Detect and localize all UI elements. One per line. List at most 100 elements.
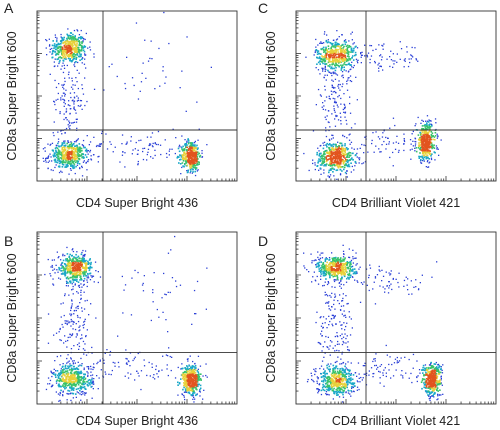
cell-event-dot	[388, 143, 390, 145]
cell-event-dot	[180, 378, 182, 380]
cell-event-dot	[90, 374, 92, 377]
cell-event-dot	[403, 133, 405, 135]
cell-event-dot	[343, 155, 345, 158]
cell-event-dot	[77, 48, 80, 51]
cell-event-dot	[337, 148, 339, 151]
cell-event-dot	[198, 383, 200, 386]
cell-event-dot	[152, 142, 154, 145]
cell-event-dot	[433, 151, 436, 153]
cell-event-dot	[73, 313, 75, 315]
cell-event-dot	[70, 386, 72, 389]
cell-event-dot	[343, 154, 346, 157]
cell-event-dot	[422, 148, 425, 151]
cell-event-dot	[82, 254, 84, 256]
cell-event-dot	[344, 63, 347, 66]
cell-event-dot	[76, 267, 78, 270]
cell-event-dot	[93, 88, 96, 90]
cell-event-dot	[427, 133, 429, 135]
cell-event-dot	[344, 160, 347, 162]
cell-event-dot	[426, 132, 428, 134]
cell-event-dot	[188, 368, 191, 370]
cell-event-dot	[200, 373, 202, 375]
cell-event-dot	[190, 379, 193, 382]
cell-event-dot	[185, 162, 188, 164]
cell-event-dot	[64, 80, 66, 83]
cell-event-dot	[326, 34, 328, 36]
cell-event-dot	[83, 46, 86, 48]
cell-event-dot	[137, 149, 139, 151]
cell-event-dot	[318, 342, 321, 344]
cell-event-dot	[344, 164, 346, 167]
cell-event-dot	[66, 282, 68, 284]
cell-event-dot	[74, 284, 76, 286]
cell-event-dot	[348, 56, 350, 58]
cell-event-dot	[383, 140, 385, 143]
cell-event-dot	[74, 65, 76, 68]
cell-event-dot	[69, 124, 71, 127]
cell-event-dot	[197, 355, 200, 357]
cell-event-dot	[144, 39, 146, 41]
cell-event-dot	[67, 282, 69, 284]
cell-event-dot	[427, 159, 429, 162]
cell-event-dot	[196, 370, 199, 372]
cell-event-dot	[194, 365, 197, 367]
cell-event-dot	[111, 369, 113, 372]
cell-event-dot	[335, 153, 338, 155]
cell-event-dot	[334, 41, 337, 44]
cell-event-dot	[52, 373, 55, 375]
cell-event-dot	[196, 380, 198, 383]
cell-event-dot	[66, 277, 68, 280]
cell-event-dot	[163, 11, 165, 14]
cell-event-dot	[58, 268, 61, 271]
cell-event-dot	[326, 49, 328, 52]
cell-event-dot	[79, 257, 81, 260]
cell-event-dot	[125, 143, 127, 145]
cell-event-dot	[64, 48, 66, 50]
cell-event-dot	[189, 387, 191, 389]
cell-event-dot	[72, 157, 74, 159]
cell-event-dot	[322, 59, 324, 61]
cell-event-dot	[82, 275, 85, 277]
cell-event-dot	[79, 372, 81, 374]
cell-event-dot	[83, 386, 86, 388]
cell-event-dot	[424, 145, 427, 148]
cell-event-dot	[78, 260, 81, 262]
cell-event-dot	[52, 284, 55, 286]
cell-event-dot	[76, 160, 78, 162]
cell-event-dot	[64, 148, 67, 151]
cell-event-dot	[59, 328, 61, 331]
cell-event-dot	[322, 147, 325, 150]
cell-event-dot	[76, 278, 78, 281]
cell-event-dot	[48, 155, 50, 157]
cell-event-dot	[330, 138, 333, 140]
cell-event-dot	[338, 53, 340, 55]
cell-event-dot	[76, 291, 78, 293]
cell-event-dot	[343, 66, 345, 69]
cell-event-dot	[418, 139, 420, 141]
cell-event-dot	[193, 372, 196, 374]
cell-event-dot	[71, 53, 74, 56]
cell-event-dot	[62, 363, 64, 365]
cell-event-dot	[188, 153, 190, 156]
cell-event-dot	[186, 152, 189, 155]
cell-event-dot	[83, 254, 86, 256]
cell-event-dot	[76, 158, 78, 160]
cell-event-dot	[67, 320, 69, 322]
cell-event-dot	[199, 365, 202, 367]
cell-event-dot	[51, 44, 54, 47]
cell-event-dot	[64, 46, 66, 49]
cell-event-dot	[338, 65, 340, 68]
cell-event-dot	[175, 137, 177, 139]
cell-event-dot	[186, 36, 188, 38]
cell-event-dot	[187, 375, 190, 377]
cell-event-dot	[61, 150, 64, 152]
cell-event-dot	[190, 145, 193, 147]
cell-event-dot	[69, 37, 72, 39]
cell-event-dot	[148, 144, 150, 147]
cell-event-dot	[59, 59, 61, 62]
cell-event-dot	[333, 52, 336, 55]
cell-event-dot	[63, 113, 65, 115]
cell-event-dot	[345, 51, 347, 53]
cell-event-dot	[162, 70, 164, 72]
cell-event-dot	[59, 391, 61, 394]
